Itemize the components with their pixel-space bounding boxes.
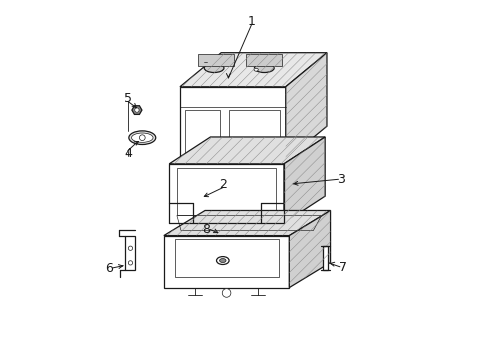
Text: 4: 4 (124, 147, 132, 160)
Text: 5: 5 (123, 92, 132, 105)
Ellipse shape (216, 257, 228, 265)
Ellipse shape (128, 131, 155, 144)
Ellipse shape (253, 68, 258, 71)
Text: 2: 2 (219, 178, 226, 191)
Polygon shape (185, 110, 220, 155)
Polygon shape (284, 137, 325, 223)
Polygon shape (180, 87, 285, 160)
Polygon shape (163, 211, 330, 235)
Polygon shape (169, 137, 325, 164)
Ellipse shape (128, 261, 132, 265)
Polygon shape (125, 236, 135, 270)
Ellipse shape (254, 64, 274, 72)
Ellipse shape (128, 246, 132, 250)
Text: 3: 3 (337, 173, 345, 186)
Polygon shape (180, 53, 326, 87)
Text: 8: 8 (202, 223, 210, 236)
Polygon shape (322, 246, 327, 270)
Polygon shape (229, 110, 280, 155)
Ellipse shape (204, 64, 224, 72)
Circle shape (135, 108, 139, 112)
Text: 6: 6 (105, 262, 113, 275)
Polygon shape (246, 54, 282, 66)
Ellipse shape (207, 59, 221, 64)
Ellipse shape (219, 258, 225, 262)
Ellipse shape (131, 133, 153, 142)
Polygon shape (163, 235, 289, 288)
Polygon shape (289, 211, 330, 288)
Polygon shape (198, 54, 233, 66)
Ellipse shape (257, 59, 270, 64)
Circle shape (222, 289, 230, 297)
Text: 1: 1 (247, 15, 255, 28)
Polygon shape (285, 53, 326, 160)
Circle shape (139, 135, 145, 140)
Text: 7: 7 (338, 261, 346, 274)
